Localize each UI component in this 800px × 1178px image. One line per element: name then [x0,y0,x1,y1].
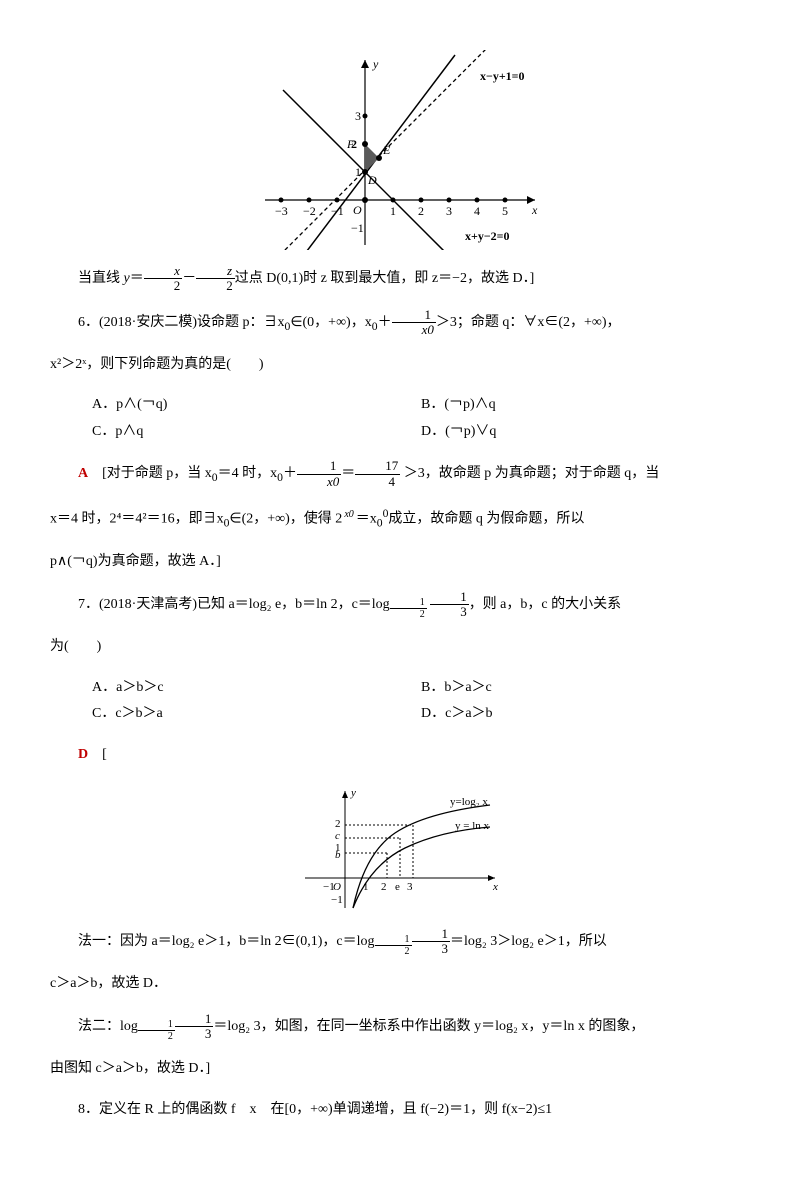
svg-text:x: x [492,881,498,893]
q6-choices: A．p∧(￢q) B．(￢p)∧q [92,392,750,419]
svg-text:2: 2 [418,204,424,218]
svg-text:D: D [367,173,377,187]
svg-text:2: 2 [381,881,387,893]
q7-stem: 7．(2018·天津高考)已知 a＝log₂ e，b＝ln 2，c＝log12 … [50,590,750,621]
svg-text:−1: −1 [351,221,364,235]
a6-line1: A [对于命题 p，当 x0＝4 时，x0＋1x0＝174 ＞3，故命题 p 为… [50,459,750,489]
q6-choices-2: C．p∧q D．(￢p)∨q [92,419,750,446]
figure-2: x y O y=log₂ x y = ln x −1 1 2 e 3 −1 b … [50,783,750,913]
svg-text:x: x [531,203,538,217]
svg-text:5: 5 [502,204,508,218]
a6-line3: p∧(￢q)为真命题，故选 A．] [50,549,750,576]
q7-choice-a: A．a＞b＞c [92,675,421,702]
svg-text:x+y−2=0: x+y−2=0 [465,229,510,243]
svg-text:3: 3 [407,881,413,893]
q6-choice-c: C．p∧q [92,419,421,446]
method2-line1: 法二：log1213＝log₂ 3，如图，在同一坐标系中作出函数 y＝log₂ … [50,1012,750,1043]
svg-text:y: y [350,787,356,799]
q6-choice-a: A．p∧(￢q) [92,392,421,419]
svg-text:c: c [335,830,340,842]
svg-text:y: y [372,57,379,71]
fig2-svg: x y O y=log₂ x y = ln x −1 1 2 e 3 −1 b … [295,783,505,913]
q7-choice-b: B．b＞a＞c [421,675,750,702]
svg-text:1: 1 [335,842,341,854]
figure-1: −3 −2 −1 1 2 3 4 5 −1 1 3 O x y x−y+1=0 … [50,50,750,250]
svg-text:−1: −1 [331,894,343,906]
svg-text:y = ln x: y = ln x [455,820,490,832]
a6-line2: x＝4 时，2⁴＝4²＝16，即∃x0∈(2，+∞)，使得 2x0＝x00成立，… [50,503,750,535]
svg-text:−2: −2 [303,204,316,218]
svg-text:y=log₂ x: y=log₂ x [450,796,488,808]
svg-text:E: E [382,143,391,157]
q7-stem-line2: 为( ) [50,634,750,661]
svg-text:3: 3 [355,109,361,123]
svg-text:2: 2 [335,818,341,830]
method2-line2: 由图知 c＞a＞b，故选 D．] [50,1056,750,1083]
q7-choice-d: D．c＞a＞b [421,701,750,728]
q7-choice-c: C．c＞b＞a [92,701,421,728]
svg-text:−3: −3 [275,204,288,218]
fig1-caption: 当直线 yy＝＝x2－z2过点 D(0,1)时 z 取到最大值，即 z＝−2，故… [50,264,750,294]
svg-text:3: 3 [446,204,452,218]
method1-line1: 法一：因为 a＝log₂ e＞1，b＝ln 2∈(0,1)，c＝log1213＝… [50,927,750,958]
svg-text:1: 1 [363,881,369,893]
svg-text:4: 4 [474,204,480,218]
method1-line2: c＞a＞b，故选 D． [50,971,750,998]
q8-stem: 8．定义在 R 上的偶函数 f x 在[0，+∞)单调递增，且 f(−2)＝1，… [50,1097,750,1124]
q7-choices-2: C．c＞b＞a D．c＞a＞b [92,701,750,728]
q7-choices: A．a＞b＞c B．b＞a＞c [92,675,750,702]
svg-text:e: e [395,881,400,893]
q6-choice-b: B．(￢p)∧q [421,392,750,419]
q6-stem-line2: x²＞2ˣ，则下列命题为真的是( ) [50,352,750,379]
svg-text:1: 1 [390,204,396,218]
q6-choice-d: D．(￢p)∨q [421,419,750,446]
fig1-svg: −3 −2 −1 1 2 3 4 5 −1 1 3 O x y x−y+1=0 … [255,50,545,250]
svg-text:2: 2 [351,137,357,151]
a7-ans: D [ [50,742,750,769]
svg-text:O: O [353,203,362,217]
q6-stem: 6．(2018·安庆二模)设命题 p：∃x0∈(0，+∞)，x0＋1x0＞3；命… [50,308,750,338]
svg-text:x−y+1=0: x−y+1=0 [480,69,525,83]
svg-text:−1: −1 [323,881,335,893]
